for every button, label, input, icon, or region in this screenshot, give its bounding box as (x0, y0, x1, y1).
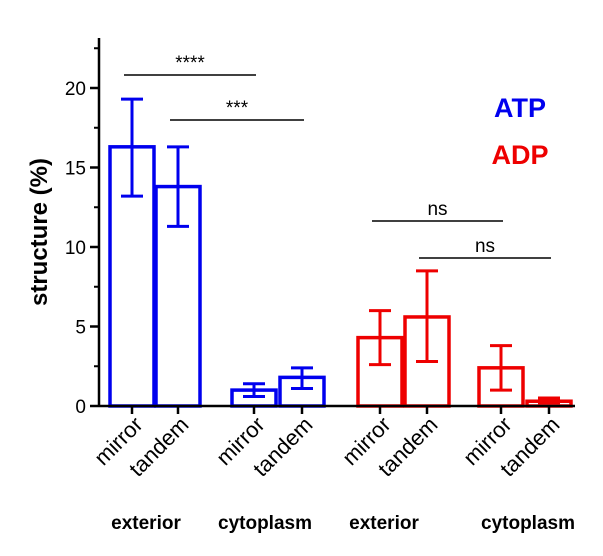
y-tick-label: 15 (65, 159, 86, 180)
group-label: cytoplasm (481, 513, 575, 534)
y-axis-label: structure (%) (26, 158, 53, 306)
group-label: exterior (349, 513, 419, 534)
group-label: cytoplasm (218, 513, 312, 534)
group-labels: exterior cytoplasm exterior cytoplasm (111, 513, 575, 534)
y-tick-label: 20 (65, 79, 86, 100)
legend-entry-atp: ATP (494, 93, 546, 123)
legend-entry-adp: ADP (491, 140, 548, 170)
significance-label: ns (475, 236, 495, 257)
significance-label: **** (175, 53, 205, 74)
y-axis: 0 5 10 15 20 (65, 38, 101, 418)
legend: ATP ADP (491, 93, 548, 170)
group-label: exterior (111, 513, 181, 534)
y-tick-label: 5 (75, 318, 86, 339)
y-tick-label: 10 (65, 238, 86, 259)
significance-label: *** (226, 98, 249, 119)
y-tick-label: 0 (75, 397, 86, 418)
significance-label: ns (427, 199, 447, 220)
